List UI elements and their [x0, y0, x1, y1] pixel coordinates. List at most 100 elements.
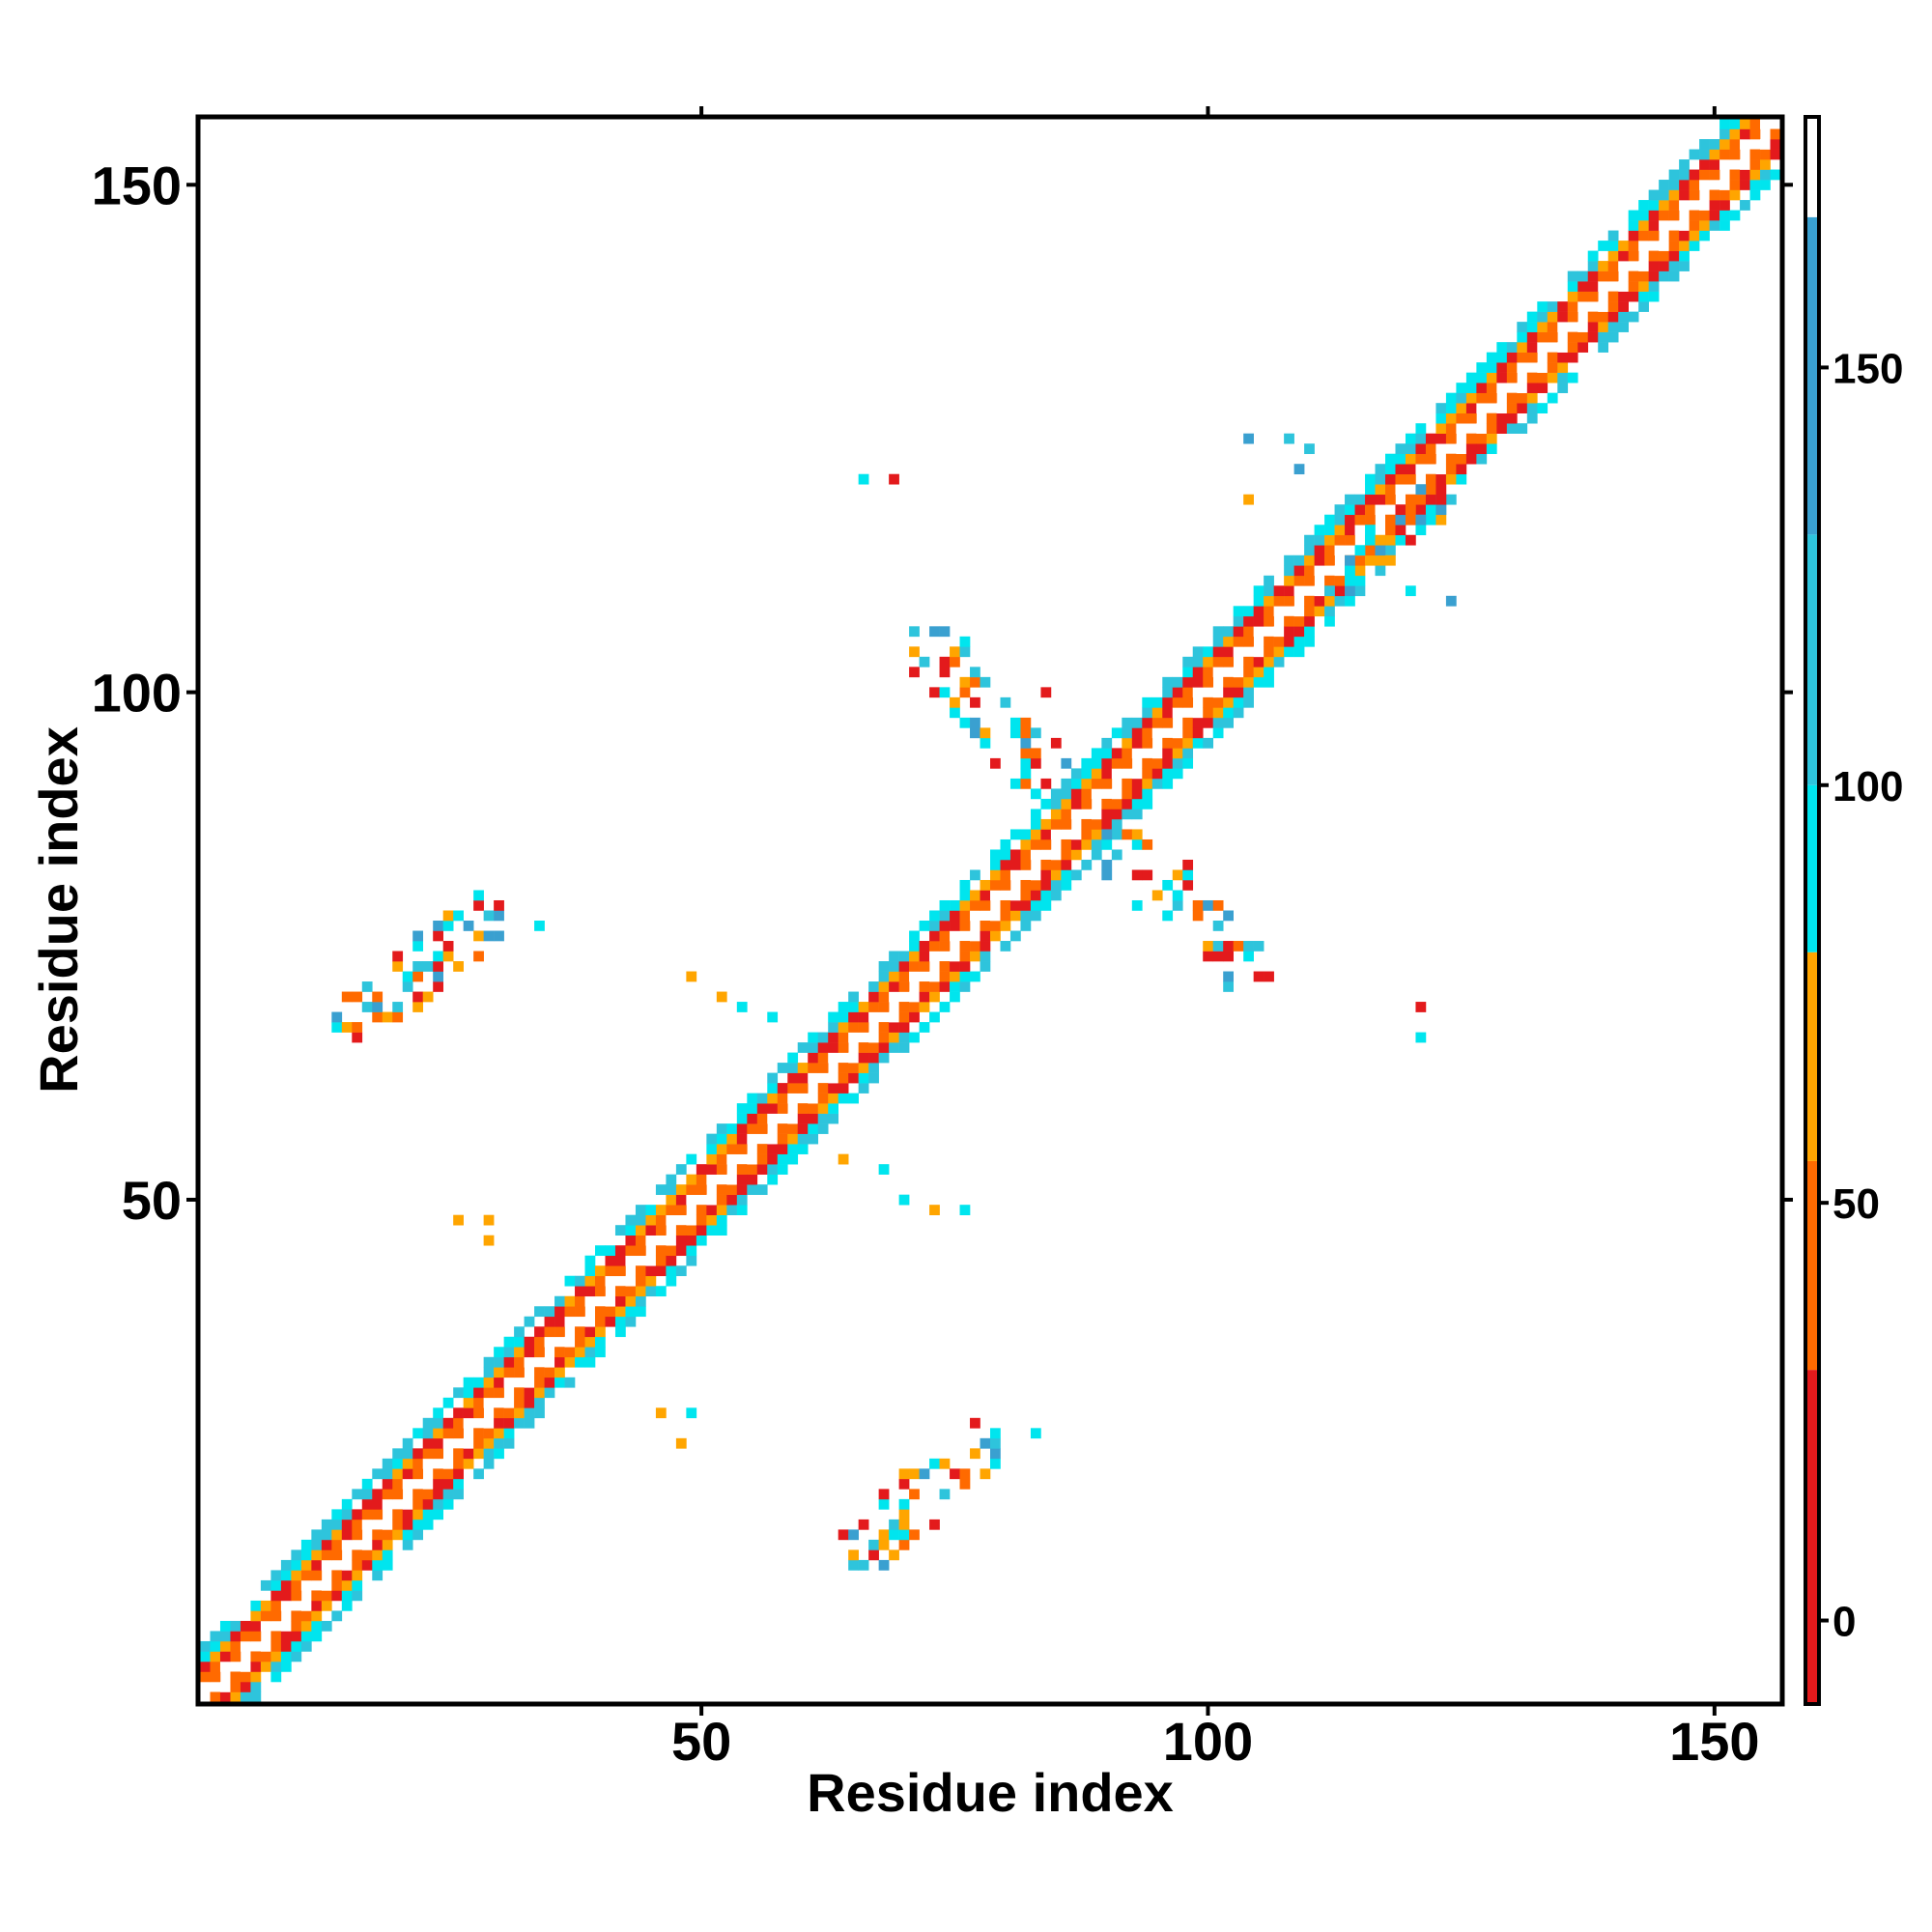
heatmap-cell: [1425, 433, 1436, 444]
heatmap-cell: [1050, 818, 1062, 830]
heatmap-cell: [655, 1184, 667, 1195]
heatmap-cell: [625, 1214, 637, 1226]
heatmap-cell: [756, 1153, 768, 1165]
heatmap-cell: [1659, 189, 1669, 201]
heatmap-cell: [1517, 383, 1528, 393]
heatmap-cell: [909, 1002, 920, 1012]
heatmap-cell: [787, 1123, 799, 1134]
heatmap-cell: [686, 1245, 697, 1257]
heatmap-cell: [1050, 829, 1062, 840]
heatmap-cell: [726, 1133, 738, 1145]
heatmap-cell: [889, 1549, 899, 1561]
heatmap-cell: [1233, 606, 1244, 617]
heatmap-cell: [1729, 139, 1741, 150]
heatmap-cell: [564, 1275, 576, 1287]
heatmap-cell: [280, 1570, 292, 1581]
heatmap-cell: [858, 1063, 869, 1073]
heatmap-cell: [1435, 473, 1447, 485]
heatmap-cell: [1659, 241, 1669, 251]
heatmap-cell: [686, 1194, 697, 1206]
heatmap-cell: [889, 1529, 899, 1541]
heatmap-cell: [442, 921, 454, 931]
heatmap-cell: [1729, 210, 1741, 221]
heatmap-cell: [848, 1052, 859, 1064]
heatmap-cell: [1304, 615, 1315, 627]
heatmap-cell: [361, 1489, 373, 1500]
heatmap-cell: [352, 1570, 363, 1581]
heatmap-cell: [1020, 849, 1032, 861]
heatmap-cell: [544, 1306, 555, 1318]
heatmap-cell: [1182, 717, 1194, 728]
heatmap-cell: [1264, 606, 1274, 617]
heatmap-cell: [1253, 595, 1264, 607]
heatmap-cell: [494, 930, 504, 942]
heatmap-cell: [361, 1549, 373, 1561]
heatmap-cell: [1050, 809, 1062, 820]
heatmap-cell: [1476, 433, 1488, 444]
heatmap-cell: [909, 667, 920, 678]
heatmap-cell: [1304, 595, 1315, 607]
heatmap-cell: [970, 951, 980, 962]
heatmap-cell: [453, 1214, 464, 1226]
heatmap-cell: [361, 1519, 373, 1530]
heatmap-cell: [1618, 301, 1629, 312]
heatmap-cell: [878, 961, 890, 972]
heatmap-cell: [494, 1367, 504, 1378]
heatmap-cell: [503, 1428, 515, 1439]
heatmap-cell: [1264, 667, 1274, 678]
heatmap-cell: [300, 1579, 312, 1591]
heatmap-cell: [453, 1478, 464, 1490]
heatmap-cell: [605, 1306, 616, 1318]
heatmap-cell: [848, 1022, 859, 1033]
heatmap-cell: [950, 981, 960, 992]
heatmap-cell: [219, 1681, 231, 1692]
heatmap-cell: [422, 1519, 434, 1530]
colorbar-band: [1805, 1160, 1819, 1371]
heatmap-cell: [848, 1093, 859, 1104]
heatmap-cell: [1496, 403, 1508, 413]
heatmap-cell: [1111, 809, 1122, 820]
heatmap-cell: [524, 1407, 535, 1419]
heatmap-cell: [1223, 656, 1234, 668]
heatmap-cell: [635, 1275, 646, 1287]
heatmap-cell: [1557, 311, 1569, 323]
heatmap-cell: [808, 1113, 819, 1124]
heatmap-cell: [990, 910, 1001, 922]
heatmap-cell: [716, 991, 727, 1003]
heatmap-cell: [1203, 717, 1214, 728]
heatmap-cell: [1162, 879, 1174, 891]
heatmap-cell: [564, 1336, 576, 1348]
heatmap-cell: [1142, 717, 1153, 728]
heatmap-cell: [575, 1295, 585, 1307]
heatmap-cell: [352, 1590, 363, 1602]
heatmap-cell: [1465, 412, 1477, 424]
heatmap-cell: [970, 676, 980, 688]
heatmap-cell: [503, 1397, 515, 1408]
heatmap-cell: [666, 1214, 677, 1226]
heatmap-cell: [453, 910, 464, 922]
heatmap-cell: [270, 1600, 282, 1611]
heatmap-cell: [1486, 383, 1497, 393]
heatmap-cell: [645, 1265, 657, 1277]
heatmap-cell: [1212, 727, 1224, 739]
heatmap-cell: [848, 1032, 859, 1043]
heatmap-cell: [240, 1691, 251, 1703]
heatmap-cell: [1293, 464, 1305, 475]
heatmap-cell: [898, 1509, 910, 1520]
heatmap-cell: [483, 1458, 495, 1469]
heatmap-cell: [442, 1397, 454, 1408]
heatmap-cell: [1668, 189, 1680, 201]
heatmap-cell: [1385, 473, 1396, 485]
heatmap-cell: [331, 1509, 343, 1520]
heatmap-cell: [1517, 362, 1528, 373]
heatmap-cell: [1405, 585, 1416, 597]
heatmap-cell: [1496, 362, 1508, 373]
heatmap-cell: [1476, 392, 1488, 404]
heatmap-cell: [554, 1347, 565, 1358]
heatmap-cell: [575, 1306, 585, 1318]
heatmap-cell: [260, 1651, 271, 1662]
heatmap-cell: [1456, 453, 1467, 465]
heatmap-cell: [817, 1103, 829, 1114]
heatmap-cell: [1506, 412, 1518, 424]
heatmap-cell: [1425, 514, 1436, 526]
